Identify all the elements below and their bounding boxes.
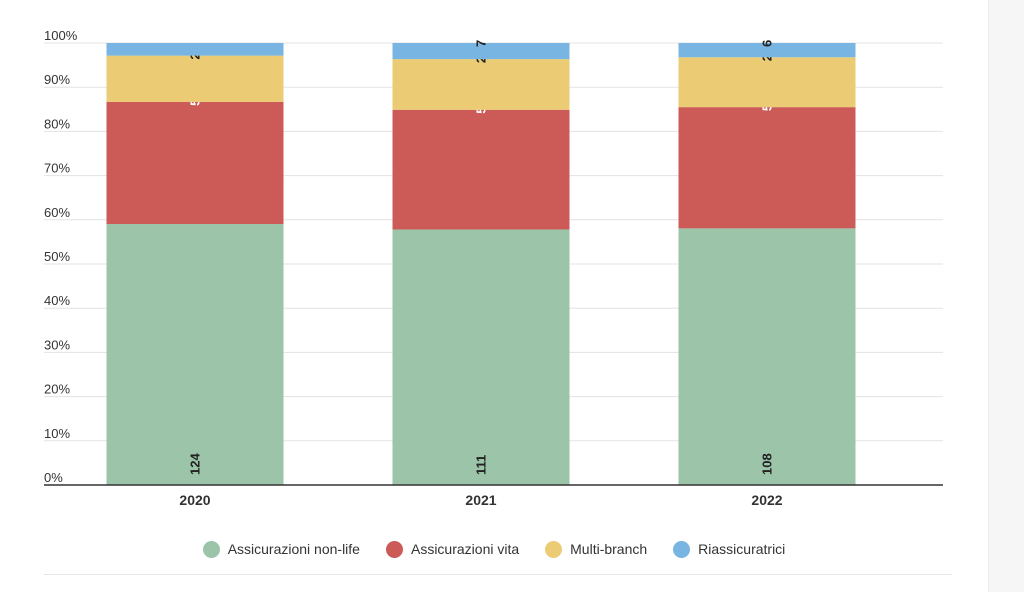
y-tick-label: 60% [44,205,70,220]
x-tick-label: 2022 [751,492,782,508]
legend-item: Multi-branch [545,540,648,558]
y-tick-label: 30% [44,337,70,352]
x-tick-label: 2021 [465,492,496,508]
bottom-divider [44,574,952,575]
y-tick-label: 100% [44,28,78,43]
bar-segment [106,224,284,485]
y-tick-label: 90% [44,72,70,87]
y-tick-label: 10% [44,426,70,441]
bar-segment [106,55,284,102]
data-label: 7 [474,40,489,47]
data-label: 124 [188,453,203,475]
y-tick-label: 20% [44,382,70,397]
data-label: 6 [760,40,775,47]
x-tick-label: 2020 [179,492,210,508]
bar-segment [678,228,856,485]
legend-label: Assicurazioni non-life [227,541,360,557]
right-edge-panel [988,0,1024,592]
bar-segment [678,43,856,58]
legend-swatch [545,540,563,558]
legend-item: Riassicuratrici [673,540,786,558]
legend-label: Assicurazioni vita [410,541,520,557]
stacked-bar-chart: 0%10%20%30%40%50%60%70%80%90%100%1245822… [44,28,943,508]
bar-segment [106,101,284,225]
bar-segment [678,107,856,229]
legend-item: Assicurazioni non-life [202,540,360,558]
y-tick-label: 70% [44,161,70,176]
y-tick-label: 40% [44,293,70,308]
bar-segment [678,57,856,108]
data-label: 111 [474,455,489,475]
y-tick-label: 0% [44,470,63,485]
legend-label: Riassicuratrici [698,541,786,557]
bar-segment [106,43,284,56]
legend-swatch [202,540,220,558]
y-tick-label: 80% [44,116,70,131]
bar-segment [392,229,570,485]
data-label: 108 [760,453,775,475]
legend-label: Multi-branch [570,541,648,557]
chart-legend: Assicurazioni non-life Assicurazioni vita… [0,537,988,561]
bar-segment [392,43,570,60]
legend-swatch [673,540,691,558]
bar-segment [392,59,570,110]
legend-swatch [385,540,403,558]
y-tick-label: 50% [44,249,70,264]
bar-segment [392,109,570,230]
legend-item: Assicurazioni vita [385,540,520,558]
